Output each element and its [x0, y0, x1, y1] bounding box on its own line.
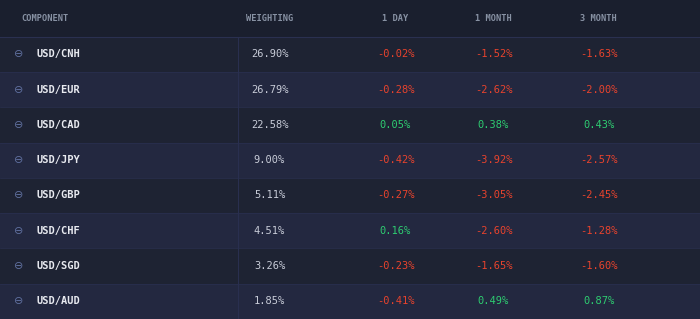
Text: 26.90%: 26.90% — [251, 49, 288, 59]
Text: -2.57%: -2.57% — [580, 155, 617, 165]
Text: 9.00%: 9.00% — [254, 155, 285, 165]
Text: USD/AUD: USD/AUD — [36, 296, 80, 306]
Text: -0.41%: -0.41% — [377, 296, 414, 306]
FancyBboxPatch shape — [0, 72, 700, 107]
FancyBboxPatch shape — [0, 249, 700, 284]
Text: ⊖: ⊖ — [14, 85, 24, 95]
Text: 0.87%: 0.87% — [583, 296, 614, 306]
Text: ⊖: ⊖ — [14, 296, 24, 306]
Text: 1 MONTH: 1 MONTH — [475, 14, 512, 23]
FancyBboxPatch shape — [0, 143, 700, 178]
Text: ⊖: ⊖ — [14, 226, 24, 236]
Text: 0.38%: 0.38% — [478, 120, 509, 130]
FancyBboxPatch shape — [0, 178, 700, 213]
Text: USD/SGD: USD/SGD — [36, 261, 80, 271]
Text: 1.85%: 1.85% — [254, 296, 285, 306]
Text: -0.23%: -0.23% — [377, 261, 414, 271]
Text: -1.65%: -1.65% — [475, 261, 512, 271]
Text: 0.05%: 0.05% — [380, 120, 411, 130]
Text: -2.00%: -2.00% — [580, 85, 617, 95]
Text: 4.51%: 4.51% — [254, 226, 285, 236]
Text: WEIGHTING: WEIGHTING — [246, 14, 293, 23]
Text: -0.02%: -0.02% — [377, 49, 414, 59]
Text: ⊖: ⊖ — [14, 49, 24, 59]
Text: -1.63%: -1.63% — [580, 49, 617, 59]
Text: 0.16%: 0.16% — [380, 226, 411, 236]
Text: ⊖: ⊖ — [14, 120, 24, 130]
Text: USD/CHF: USD/CHF — [36, 226, 80, 236]
Text: USD/CAD: USD/CAD — [36, 120, 80, 130]
Text: -1.52%: -1.52% — [475, 49, 512, 59]
FancyBboxPatch shape — [0, 284, 700, 319]
Text: -2.60%: -2.60% — [475, 226, 512, 236]
Text: -3.92%: -3.92% — [475, 155, 512, 165]
Text: -0.42%: -0.42% — [377, 155, 414, 165]
Text: USD/CNH: USD/CNH — [36, 49, 80, 59]
Text: 3 MONTH: 3 MONTH — [580, 14, 617, 23]
FancyBboxPatch shape — [0, 37, 700, 72]
Text: 5.11%: 5.11% — [254, 190, 285, 200]
Text: ⊖: ⊖ — [14, 155, 24, 165]
FancyBboxPatch shape — [0, 0, 700, 37]
FancyBboxPatch shape — [0, 213, 700, 249]
Text: COMPONENT: COMPONENT — [21, 14, 69, 23]
Text: -0.28%: -0.28% — [377, 85, 414, 95]
Text: ⊖: ⊖ — [14, 261, 24, 271]
Text: -3.05%: -3.05% — [475, 190, 512, 200]
Text: -1.28%: -1.28% — [580, 226, 617, 236]
Text: 26.79%: 26.79% — [251, 85, 288, 95]
Text: 0.43%: 0.43% — [583, 120, 614, 130]
Text: USD/EUR: USD/EUR — [36, 85, 80, 95]
Text: -1.60%: -1.60% — [580, 261, 617, 271]
Text: 0.49%: 0.49% — [478, 296, 509, 306]
Text: 1 DAY: 1 DAY — [382, 14, 409, 23]
Text: -2.62%: -2.62% — [475, 85, 512, 95]
Text: -2.45%: -2.45% — [580, 190, 617, 200]
Text: USD/JPY: USD/JPY — [36, 155, 80, 165]
Text: -0.27%: -0.27% — [377, 190, 414, 200]
Text: 22.58%: 22.58% — [251, 120, 288, 130]
Text: ⊖: ⊖ — [14, 190, 24, 200]
FancyBboxPatch shape — [0, 107, 700, 143]
Text: USD/GBP: USD/GBP — [36, 190, 80, 200]
Text: 3.26%: 3.26% — [254, 261, 285, 271]
